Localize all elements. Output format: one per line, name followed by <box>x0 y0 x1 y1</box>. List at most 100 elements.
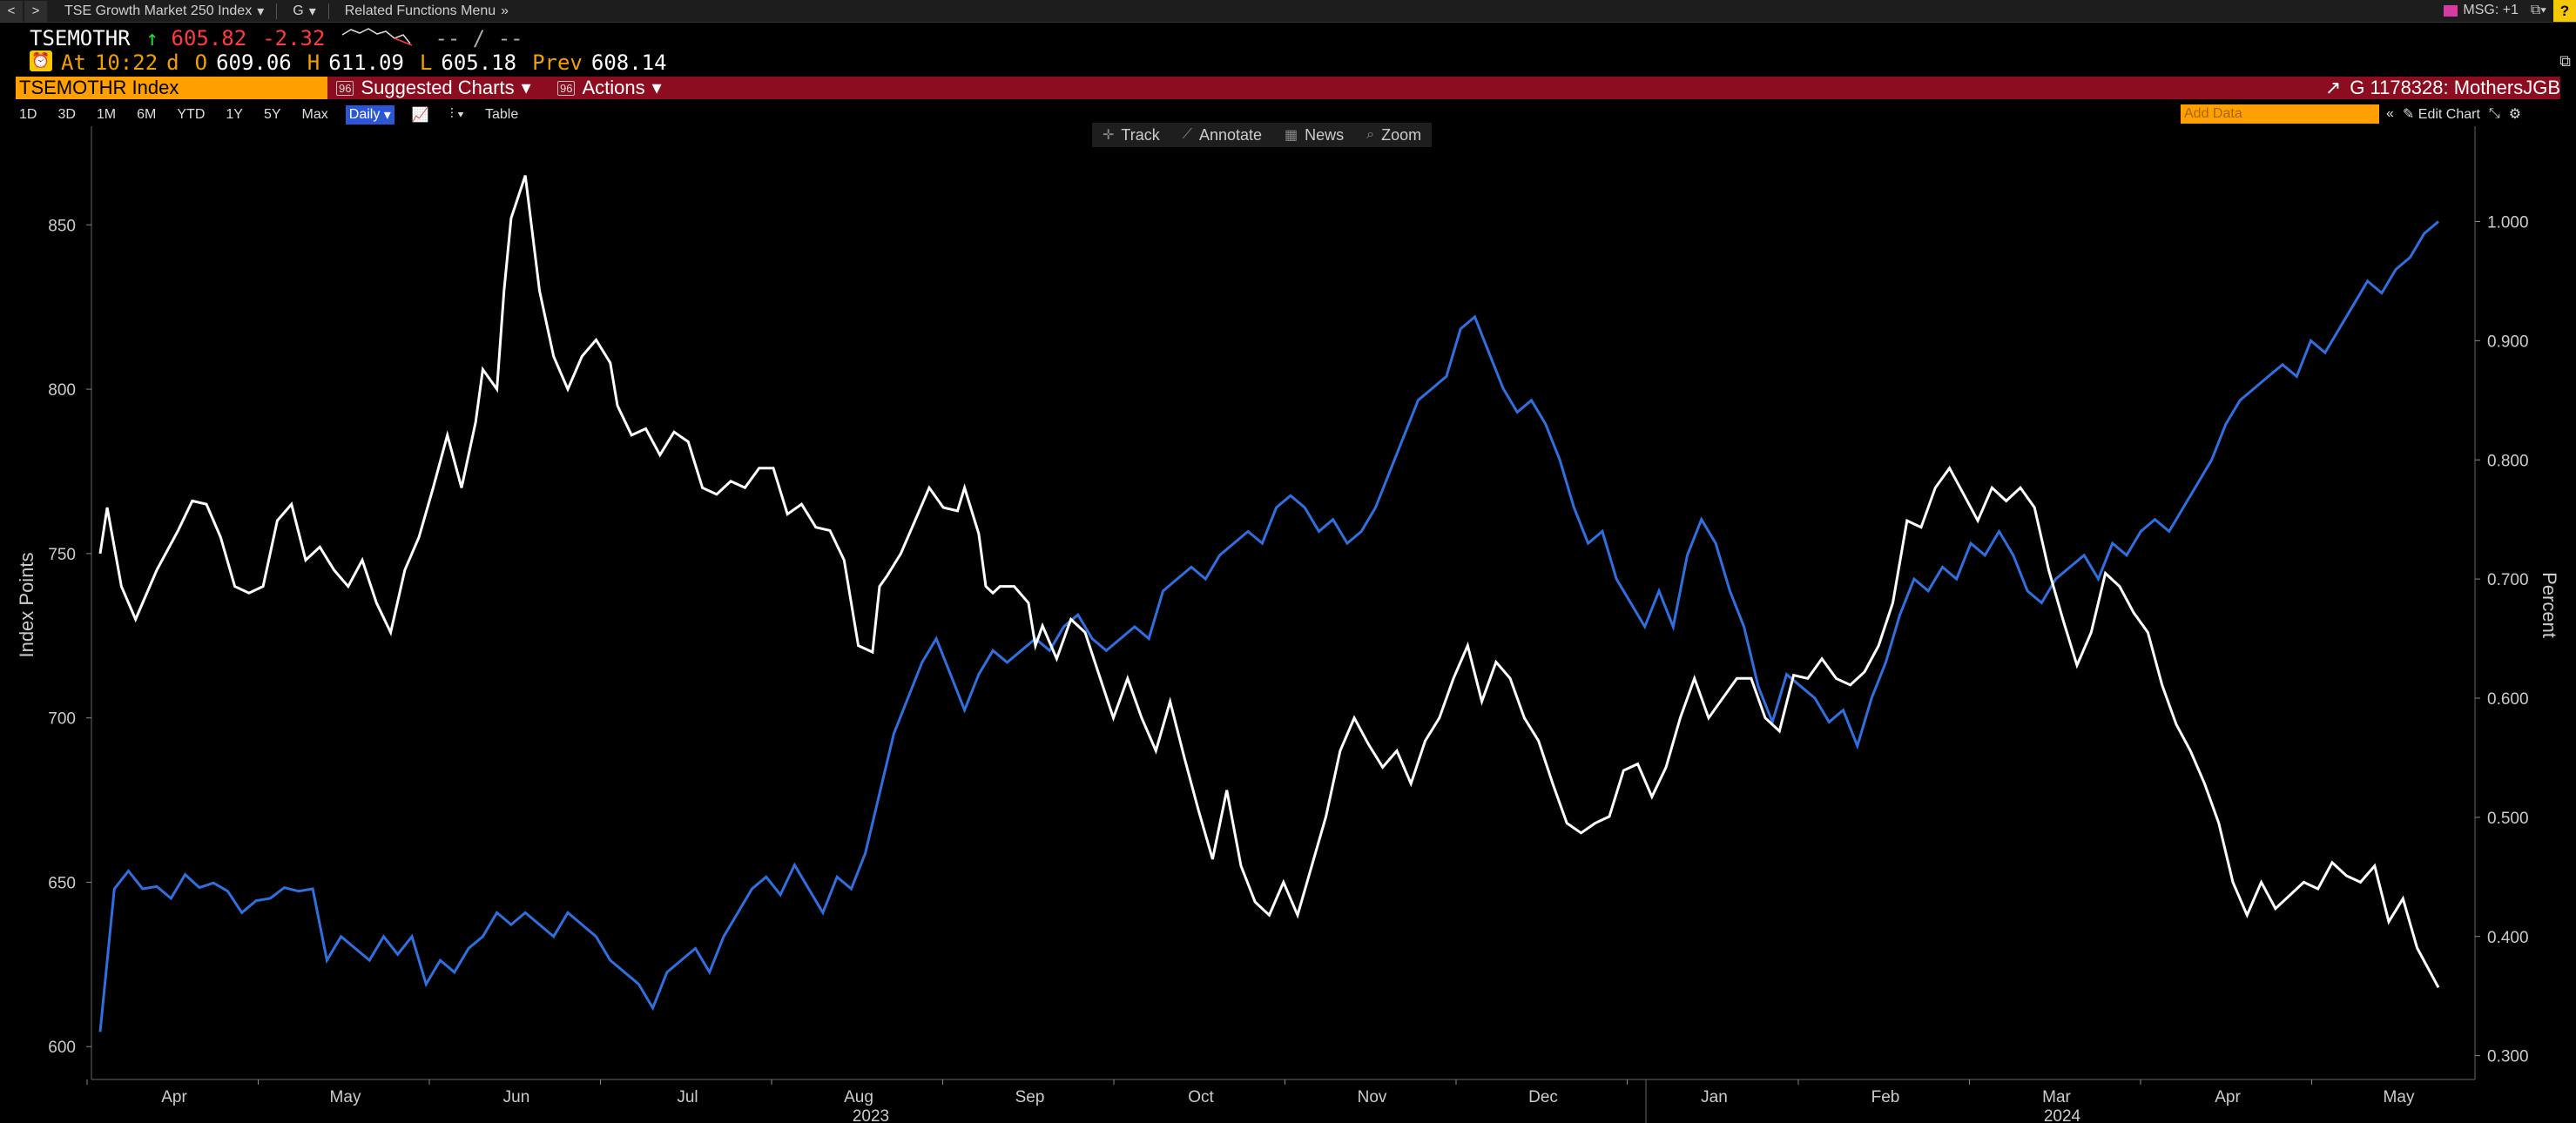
line-chart-icon[interactable]: 📈 <box>411 108 429 123</box>
x-tick-label: May <box>330 1088 361 1106</box>
x-tick-label: Feb <box>1871 1088 1900 1106</box>
series-line-blue <box>98 220 2439 1032</box>
open-price: 609.06 <box>216 50 292 75</box>
chevron-left-icon: < <box>7 3 16 18</box>
function-name: G <box>293 3 304 18</box>
left-tick-label: 700 <box>48 710 76 729</box>
right-tick-label: 0.800 <box>2487 452 2529 470</box>
frequency-dropdown[interactable]: Daily ▾ <box>345 105 394 124</box>
collapse-icon[interactable]: « <box>2386 106 2394 121</box>
suggested-charts-label: Suggested Charts <box>361 77 515 98</box>
prev-label: Prev <box>532 50 583 75</box>
magnifier-icon: ⌕ <box>1366 127 1375 142</box>
security-name: TSE Growth Market 250 Index <box>64 3 253 18</box>
period-6m[interactable]: 6M <box>137 107 157 122</box>
edit-chart-button[interactable]: ✎ Edit Chart <box>2402 107 2480 122</box>
period-1m[interactable]: 1M <box>96 107 117 122</box>
news-icon: ▦ <box>1285 128 1298 143</box>
add-data-input[interactable]: Add Data <box>2181 104 2379 124</box>
x-tick-label: Jun <box>503 1088 530 1106</box>
resize-icon[interactable]: ⤡ <box>2488 106 2500 121</box>
annotate-label: Annotate <box>1198 125 1263 144</box>
security-menu[interactable]: TSE Growth Market 250 Index ▾ <box>64 3 264 20</box>
period-max[interactable]: Max <box>301 107 328 122</box>
shortcut-tag: 96 <box>557 80 576 96</box>
x-tick-label: Jul <box>677 1088 698 1106</box>
double-chevron-down-icon: » <box>501 3 509 18</box>
x-tick-label: Aug <box>844 1088 873 1106</box>
related-functions-label: Related Functions Menu <box>344 3 496 18</box>
caret-down-icon: ▾ <box>651 77 662 98</box>
quote-details: ⏰ At 10:22 d O 609.06 H 611.09 L 605.18 … <box>30 50 667 75</box>
x-tick-label: Nov <box>1358 1088 1387 1106</box>
period-3d[interactable]: 3D <box>57 107 76 122</box>
ticker-input[interactable]: TSEMOTHR Index <box>16 77 327 99</box>
chart-id-label: G 1178328: MothersJGB <box>2350 77 2560 98</box>
message-count: MSG: +1 <box>2463 3 2519 17</box>
low-price: 605.18 <box>441 50 517 75</box>
right-tick-label: 0.500 <box>2487 810 2529 828</box>
message-indicator[interactable]: MSG: +1 <box>2444 3 2519 18</box>
alert-bell-icon[interactable]: ⏰ <box>30 50 52 71</box>
news-tool[interactable]: ▦ News <box>1285 126 1344 145</box>
left-tick-label: 850 <box>48 217 76 235</box>
right-axis-label: Percent <box>2539 572 2560 638</box>
table-button[interactable]: Table <box>485 107 519 122</box>
crosshair-icon: ✛ <box>1103 128 1115 143</box>
news-label: News <box>1305 125 1345 144</box>
right-tick-label: 0.600 <box>2487 690 2529 709</box>
high-price: 611.09 <box>328 50 404 75</box>
chart-id[interactable]: ↗ G 1178328: MothersJGB <box>2325 77 2560 99</box>
gear-icon[interactable]: ⚙ <box>2508 107 2522 122</box>
price-chart[interactable]: 600 650 700 750 800 850 0.300 0.400 0.500 0.600 0… <box>0 126 2576 1123</box>
series-line-white <box>98 175 2440 989</box>
suggested-charts-menu[interactable]: 96 Suggested Charts ▾ <box>336 77 531 99</box>
back-button[interactable]: < <box>0 0 23 22</box>
caret-down-icon: ▾ <box>257 3 265 19</box>
bar-style-icon[interactable]: ⫶ ▾ <box>449 107 464 122</box>
help-button[interactable]: ? <box>2553 0 2576 22</box>
prev-price: 608.14 <box>590 50 667 75</box>
actions-label: Actions <box>582 77 645 98</box>
x-tick-label: Jan <box>1701 1088 1728 1106</box>
x-tick-label: May <box>2384 1088 2415 1106</box>
sparkline-range: -- / -- <box>435 26 523 50</box>
left-tick-label: 750 <box>48 546 76 564</box>
external-link-icon: ↗ <box>2324 77 2342 98</box>
period-bar: 1D 3D 1M 6M YTD 1Y 5Y Max Daily ▾ 📈 ⫶ ▾ … <box>16 104 2560 126</box>
period-ytd[interactable]: YTD <box>177 107 206 122</box>
add-data-placeholder: Add Data <box>2184 106 2242 121</box>
forward-button[interactable]: > <box>24 0 47 22</box>
caret-down-icon: ▾ <box>521 77 531 98</box>
low-label: L <box>419 50 433 75</box>
track-tool[interactable]: ✛ Track <box>1103 126 1160 145</box>
edit-chart-controls: « ✎ Edit Chart ⤡ ⚙ <box>2386 104 2521 124</box>
period-5y[interactable]: 5Y <box>263 107 281 122</box>
help-label: ? <box>2559 2 2570 19</box>
right-tick-label: 0.300 <box>2487 1048 2529 1066</box>
divider <box>276 3 278 19</box>
x-tick-label: Dec <box>1528 1088 1558 1106</box>
year-label: 2023 <box>853 1107 889 1123</box>
envelope-icon <box>2444 4 2458 17</box>
function-menu[interactable]: G ▾ <box>293 3 315 20</box>
related-functions-menu[interactable]: Related Functions Menu » <box>345 3 509 19</box>
period-1d[interactable]: 1D <box>19 107 37 122</box>
quote-header: TSEMOTHR ↑ 605.82 -2.32 -- / -- <box>30 26 523 50</box>
chevron-right-icon: > <box>31 3 40 18</box>
left-tick-label: 600 <box>48 1039 76 1057</box>
window-controls[interactable]: ⧉▾ <box>2531 3 2546 18</box>
left-tick-label: 800 <box>48 381 76 400</box>
zoom-tool[interactable]: ⌕ Zoom <box>1366 126 1421 145</box>
window-icon: ⧉▾ <box>2530 3 2546 17</box>
screen-share-icon[interactable]: ⧉ <box>2559 52 2571 70</box>
chart-tools: ✛ Track ⟋ Annotate ▦ News ⌕ Zoom <box>1092 123 1433 147</box>
right-tick-label: 0.400 <box>2487 929 2529 947</box>
top-bar: < > TSE Growth Market 250 Index ▾ G ▾ Re… <box>0 0 2576 23</box>
annotate-tool[interactable]: ⟋ Annotate <box>1183 126 1262 145</box>
actions-menu[interactable]: 96 Actions ▾ <box>557 77 662 99</box>
frequency-label: Daily <box>348 107 381 122</box>
quote-time-suffix: d <box>166 50 179 75</box>
ticker-bar <box>16 77 2560 99</box>
period-1y[interactable]: 1Y <box>226 107 243 122</box>
